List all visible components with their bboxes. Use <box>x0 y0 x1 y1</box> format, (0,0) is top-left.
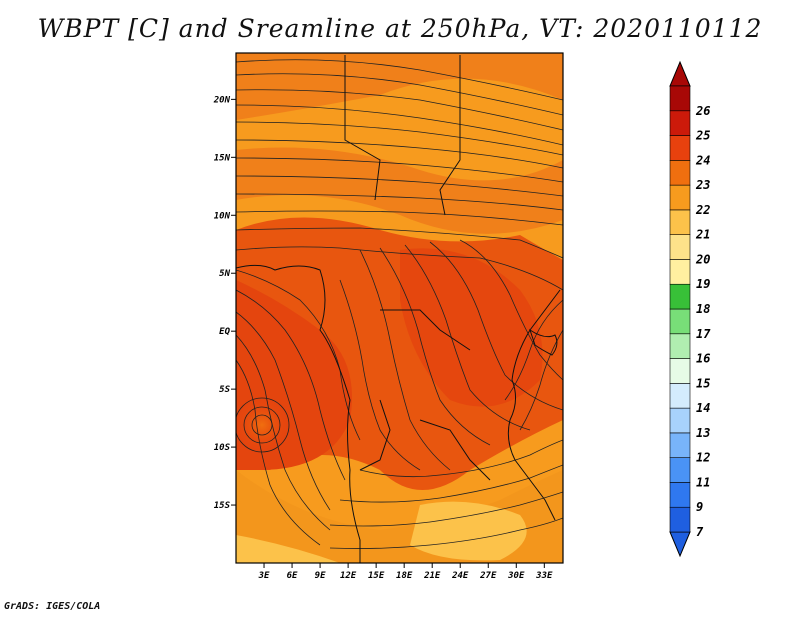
x-tick-label: 27E <box>479 571 497 581</box>
colorbar-label: 21 <box>695 228 710 242</box>
x-tick-label: 3E <box>258 571 270 581</box>
colorbar: 7 9 11 12 13 14 15 16 17 18 19 20 21 22 23 24 25 26 <box>669 60 711 558</box>
x-tick-label: 15E <box>368 571 385 581</box>
colorbar-max-arrow <box>669 60 691 87</box>
colorbar-swatch <box>669 358 691 384</box>
colorbar-swatch <box>669 457 691 483</box>
colorbar-label: 20 <box>695 252 710 266</box>
x-tick-label: 12E <box>340 571 357 581</box>
y-tick-label: 15N <box>214 153 231 163</box>
colorbar-label: 18 <box>696 302 710 316</box>
colorbar-swatch <box>669 184 691 211</box>
colorbar-swatch <box>669 259 691 285</box>
colorbar-swatch <box>669 85 691 112</box>
colorbar-label: 19 <box>696 277 710 291</box>
colorbar-swatch <box>669 110 691 136</box>
country-boundaries <box>236 55 561 563</box>
y-tick-label: 20N <box>213 95 231 105</box>
y-tick-label: 15S <box>214 501 231 511</box>
x-axis: 3E 6E 9E 12E 15E 18E 21E 24E 27E 30E 33E <box>258 563 553 581</box>
y-tick-label: EQ <box>219 327 230 337</box>
y-tick-label: 10S <box>214 443 231 453</box>
x-tick-label: 24E <box>451 571 469 581</box>
y-tick-label: 10N <box>214 211 231 221</box>
colorbar-label: 17 <box>696 327 711 341</box>
colorbar-label: 12 <box>696 451 710 465</box>
colorbar-swatch <box>669 234 691 260</box>
x-tick-label: 6E <box>287 571 298 581</box>
colorbar-min-arrow <box>669 531 691 558</box>
colorbar-label: 7 <box>696 525 704 539</box>
map-frame <box>235 52 564 564</box>
x-tick-label: 18E <box>396 571 413 581</box>
colorbar-swatch <box>669 308 691 335</box>
colorbar-label: 13 <box>696 426 710 440</box>
colorbar-swatch <box>669 209 691 235</box>
colorbar-label: 25 <box>695 129 710 143</box>
colorbar-label: 11 <box>696 475 710 489</box>
colorbar-swatch <box>669 333 691 359</box>
colorbar-swatch <box>669 383 691 409</box>
x-tick-label: 9E <box>315 571 326 581</box>
colorbar-label: 9 <box>696 500 703 514</box>
colorbar-swatch <box>669 283 691 310</box>
colorbar-label: 16 <box>696 352 710 366</box>
colorbar-swatch <box>669 506 691 533</box>
x-tick-label: 30E <box>507 571 525 581</box>
colorbar-swatch <box>669 407 691 434</box>
colorbar-label: 15 <box>696 376 710 390</box>
map-figure: 3E 6E 9E 12E 15E 18E 21E 24E 27E 30E 33E 20N 15N 10N… <box>213 52 711 581</box>
y-axis: 20N 15N 10N 5N EQ 5S 10S 15S <box>213 95 236 511</box>
map-title: WBPT [C] and Sreamline at 250hPa, VT: 20… <box>37 14 763 43</box>
streamlines <box>236 59 563 549</box>
colorbar-label: 23 <box>695 178 710 192</box>
colorbar-label: 22 <box>695 203 710 217</box>
x-tick-label: 33E <box>535 571 553 581</box>
colorbar-swatch <box>669 432 691 458</box>
colorbar-swatch <box>669 160 691 186</box>
colorbar-swatch <box>669 482 691 508</box>
colorbar-label: 14 <box>696 401 710 415</box>
colorbar-label: 24 <box>695 153 710 167</box>
x-tick-label: 21E <box>423 571 441 581</box>
y-tick-label: 5N <box>219 269 230 279</box>
y-tick-label: 5S <box>219 385 230 395</box>
colorbar-label: 26 <box>695 104 710 118</box>
colorbar-swatch <box>669 135 691 161</box>
grads-credit: GrADS: IGES/COLA <box>4 601 101 612</box>
